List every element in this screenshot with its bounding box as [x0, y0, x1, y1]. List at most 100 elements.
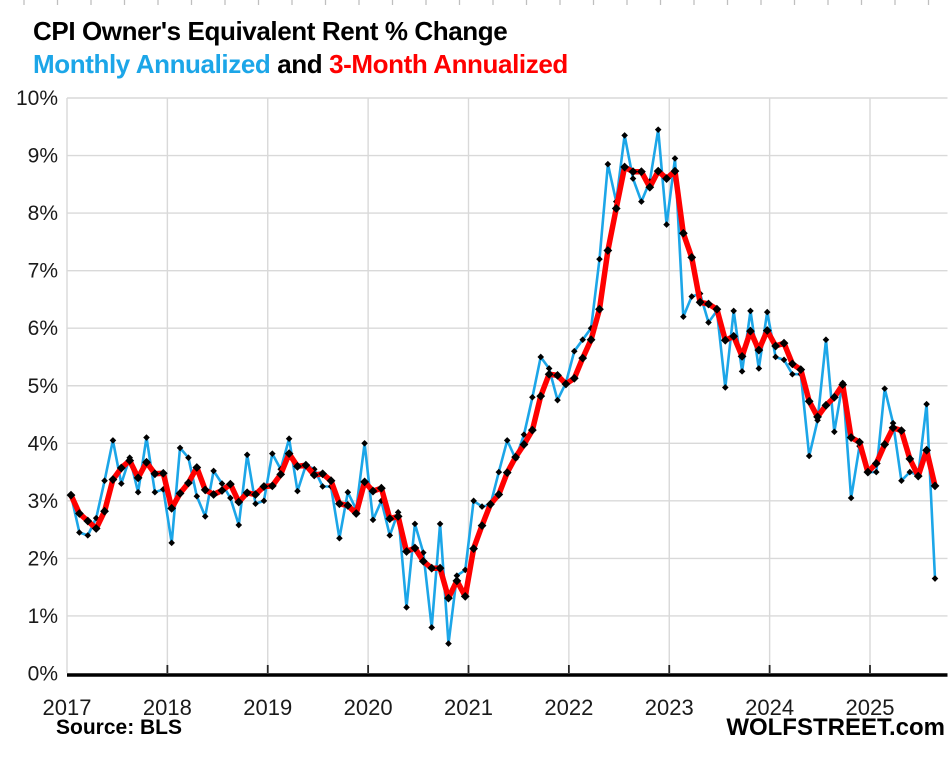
marker-monthly-annualized	[906, 468, 914, 476]
legend-3-month-annualized: 3-Month Annualized	[329, 49, 568, 79]
marker-monthly-annualized	[336, 534, 343, 542]
y-axis-label: 9%	[28, 145, 58, 168]
marker-3-month-annualized	[855, 437, 864, 447]
marker-3-month-annualized	[746, 326, 755, 336]
marker-monthly-annualized	[730, 307, 737, 315]
marker-monthly-annualized	[738, 368, 746, 375]
marker-monthly-annualized	[579, 336, 586, 344]
marker-monthly-annualized	[310, 465, 318, 473]
y-axis-label: 0%	[28, 663, 58, 686]
marker-3-month-annualized	[452, 576, 462, 586]
marker-monthly-annualized	[872, 468, 880, 476]
marker-monthly-annualized	[554, 396, 561, 404]
marker-3-month-annualized	[553, 370, 562, 380]
marker-3-month-annualized	[351, 509, 361, 518]
marker-monthly-annualized	[168, 539, 175, 547]
marker-monthly-annualized	[403, 604, 410, 611]
y-axis-label: 6%	[28, 317, 58, 340]
y-axis-label: 7%	[28, 260, 58, 283]
marker-3-month-annualized	[511, 452, 520, 462]
x-axis-label: 2024	[745, 695, 794, 720]
marker-monthly-annualized	[252, 500, 259, 508]
marker-monthly-annualized	[478, 503, 486, 510]
marker-3-month-annualized	[393, 511, 403, 521]
marker-3-month-annualized	[108, 475, 118, 484]
marker-3-month-annualized	[645, 182, 655, 192]
marker-monthly-annualized	[805, 452, 813, 460]
marker-3-month-annualized	[678, 228, 688, 238]
marker-monthly-annualized	[537, 353, 545, 361]
marker-3-month-annualized	[670, 166, 680, 176]
marker-3-month-annualized	[729, 331, 739, 341]
marker-monthly-annualized	[260, 497, 268, 505]
marker-3-month-annualized	[158, 468, 168, 478]
marker-3-month-annualized	[100, 506, 109, 516]
marker-3-month-annualized	[620, 162, 630, 172]
marker-monthly-annualized	[235, 521, 243, 529]
marker-3-month-annualized	[922, 445, 932, 455]
marker-monthly-annualized	[721, 384, 729, 391]
marker-3-month-annualized	[83, 516, 93, 526]
marker-monthly-annualized	[193, 492, 201, 500]
marker-monthly-annualized	[680, 313, 687, 320]
marker-3-month-annualized	[167, 503, 177, 513]
marker-3-month-annualized	[376, 483, 386, 493]
marker-monthly-annualized	[822, 336, 830, 344]
watermark: WOLFSTREET.com	[726, 714, 945, 741]
marker-3-month-annualized	[200, 485, 210, 495]
marker-3-month-annualized	[603, 246, 613, 255]
marker-3-month-annualized	[326, 476, 336, 486]
x-axis-label: 2019	[243, 695, 292, 720]
marker-3-month-annualized	[502, 468, 512, 478]
marker-monthly-annualized	[931, 575, 939, 582]
marker-3-month-annualized	[444, 593, 453, 603]
marker-3-month-annualized	[486, 499, 495, 509]
marker-3-month-annualized	[360, 477, 369, 487]
marker-monthly-annualized	[545, 365, 553, 372]
marker-monthly-annualized	[134, 488, 142, 496]
marker-monthly-annualized	[663, 221, 670, 228]
marker-monthly-annualized	[671, 155, 679, 162]
marker-monthly-annualized	[269, 450, 276, 457]
marker-monthly-annualized	[436, 520, 444, 528]
marker-monthly-annualized	[109, 437, 117, 444]
marker-monthly-annualized	[92, 514, 100, 522]
chart-title: CPI Owner's Equivalent Rent % Change	[33, 16, 508, 46]
marker-3-month-annualized	[385, 514, 395, 524]
marker-monthly-annualized	[847, 494, 855, 502]
marker-3-month-annualized	[871, 459, 881, 468]
marker-3-month-annualized	[519, 440, 529, 449]
marker-monthly-annualized	[118, 480, 125, 487]
marker-3-month-annualized	[142, 457, 151, 467]
y-axis-label: 2%	[28, 547, 58, 570]
marker-monthly-annualized	[227, 494, 234, 502]
x-axis-label: 2022	[544, 695, 593, 720]
marker-3-month-annualized	[435, 563, 445, 573]
marker-3-month-annualized	[846, 433, 856, 442]
marker-3-month-annualized	[368, 486, 378, 496]
marker-3-month-annualized	[762, 326, 772, 335]
marker-3-month-annualized	[66, 490, 76, 500]
marker-3-month-annualized	[242, 488, 252, 498]
marker-3-month-annualized	[704, 299, 713, 309]
marker-3-month-annualized	[888, 423, 898, 433]
marker-3-month-annualized	[427, 563, 437, 573]
marker-3-month-annualized	[712, 304, 722, 314]
y-axis-label: 4%	[28, 432, 58, 455]
marker-3-month-annualized	[897, 426, 906, 436]
marker-monthly-annualized	[243, 451, 251, 459]
marker-3-month-annualized	[74, 509, 84, 518]
marker-monthly-annualized	[495, 468, 503, 476]
marker-monthly-annualized	[143, 434, 150, 441]
marker-monthly-annualized	[294, 487, 301, 495]
marker-monthly-annualized	[604, 160, 612, 168]
y-axis-label: 3%	[28, 490, 58, 513]
marker-3-month-annualized	[402, 547, 411, 556]
source-label: Source: BLS	[56, 716, 183, 739]
marker-3-month-annualized	[880, 440, 890, 449]
marker-monthly-annualized	[831, 428, 838, 436]
marker-monthly-annualized	[747, 307, 754, 315]
marker-monthly-annualized	[705, 319, 712, 326]
marker-3-month-annualized	[259, 482, 269, 491]
marker-3-month-annualized	[335, 499, 344, 509]
